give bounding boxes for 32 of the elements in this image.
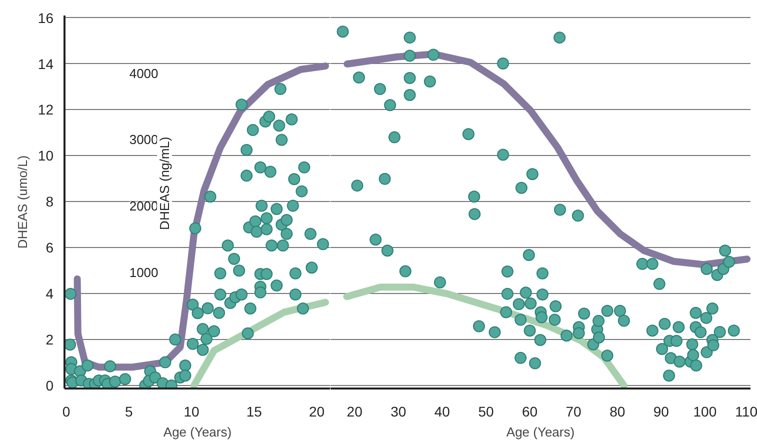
y2-tick-label: 3000 bbox=[129, 132, 158, 148]
x-tick-label: 80 bbox=[610, 404, 626, 420]
x-axis-title: Age (Years) bbox=[506, 424, 575, 440]
y-tick-label: 10 bbox=[38, 148, 54, 164]
y2-tick-label: 4000 bbox=[129, 66, 158, 81]
y-tick-label: 6 bbox=[46, 240, 54, 256]
y-tick-label: 8 bbox=[46, 194, 54, 210]
x-tick-label: 0 bbox=[62, 404, 70, 420]
x-tick-label: 90 bbox=[653, 404, 670, 420]
x-tick-label: 110 bbox=[735, 404, 757, 420]
x-axis-title: Age (Years) bbox=[163, 424, 232, 440]
y-tick-label: 0 bbox=[46, 378, 54, 394]
x-tick-label: 100 bbox=[693, 404, 717, 420]
x-tick-label: 50 bbox=[478, 404, 494, 420]
x-tick-label: 30 bbox=[390, 404, 406, 420]
y2-axis-title: DHEAS (ng/mL) bbox=[157, 136, 172, 230]
y-tick-label: 12 bbox=[38, 102, 54, 118]
x-tick-label: 20 bbox=[346, 404, 363, 420]
y-axis-title: DHEAS (umo/L) bbox=[14, 155, 30, 249]
x-tick-label: 70 bbox=[566, 404, 582, 420]
y2-tick-label: 1000 bbox=[129, 265, 158, 280]
y2-tick-label: 2000 bbox=[129, 198, 158, 214]
y-tick-label: 14 bbox=[38, 56, 54, 72]
y-tick-label: 4 bbox=[46, 286, 54, 302]
x-tick-label: 10 bbox=[184, 404, 200, 420]
x-tick-label: 15 bbox=[246, 404, 262, 420]
x-tick-label: 60 bbox=[522, 404, 538, 420]
x-tick-label: 5 bbox=[124, 404, 133, 420]
x-tick-label: 20 bbox=[308, 404, 325, 420]
y-tick-label: 16 bbox=[38, 10, 54, 26]
y-tick-label: 2 bbox=[46, 332, 54, 348]
x-tick-label: 40 bbox=[434, 404, 450, 420]
